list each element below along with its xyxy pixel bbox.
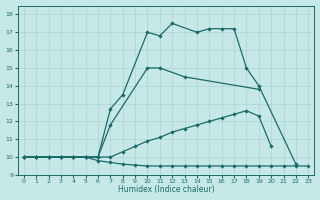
X-axis label: Humidex (Indice chaleur): Humidex (Indice chaleur): [118, 185, 214, 194]
